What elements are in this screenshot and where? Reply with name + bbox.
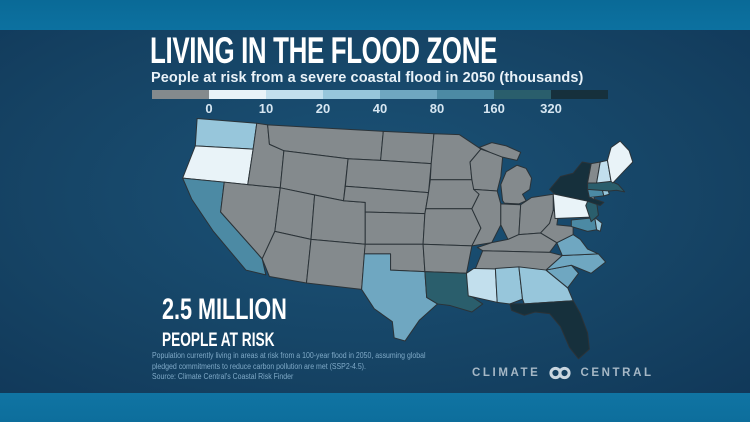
color-scale-legend — [152, 90, 608, 99]
footnote-line: pledged commitments to reduce carbon pol… — [152, 361, 366, 371]
stat-label: PEOPLE AT RISK — [162, 330, 275, 351]
legend-swatch-80–160 — [437, 90, 494, 99]
state-AL — [495, 267, 522, 304]
total-at-risk-callout: 2.5 MILLION PEOPLE AT RISK — [162, 293, 335, 351]
state-AZ — [262, 231, 311, 283]
page-subtitle: People at risk from a severe coastal flo… — [151, 70, 584, 86]
page-title: LIVING IN THE FLOOD ZONE — [150, 30, 498, 71]
state-WV — [541, 210, 574, 242]
state-AR — [423, 244, 472, 273]
top-banner-strip — [0, 0, 750, 30]
logo-text-central: CENTRAL — [580, 367, 654, 379]
legend-swatch-160–320 — [494, 90, 551, 99]
interlocking-rings-icon — [549, 366, 572, 380]
legend-tick-40: 40 — [372, 101, 388, 116]
legend-tick-320: 320 — [540, 101, 562, 116]
state-IL — [472, 189, 501, 245]
legend-swatch-10–20 — [266, 90, 323, 99]
state-IN — [501, 204, 521, 239]
logo-text-climate: CLIMATE — [472, 367, 541, 379]
legend-swatch-0–10 — [209, 90, 266, 99]
state-TX — [362, 254, 438, 341]
state-CO — [311, 195, 365, 244]
state-FL — [510, 301, 590, 359]
state-UT — [275, 188, 315, 240]
state-MO — [423, 209, 481, 246]
legend-swatch-40–80 — [380, 90, 437, 99]
legend-swatch-not shown (inland) — [152, 90, 209, 99]
state-IA — [426, 180, 479, 209]
legend-swatch-320+ — [551, 90, 608, 99]
bottom-banner-strip — [0, 393, 750, 422]
state-MI — [479, 143, 521, 161]
footnote-line: Population currently living in areas at … — [152, 351, 426, 360]
legend-tick-10: 10 — [258, 101, 274, 116]
state-KS — [365, 212, 425, 244]
stat-value: 2.5 MILLION — [162, 293, 287, 326]
legend-tick-0: 0 — [205, 101, 213, 116]
state-ND — [381, 131, 434, 163]
legend-tick-160: 160 — [483, 101, 505, 116]
state-NM — [306, 239, 365, 289]
us-choropleth-map — [170, 112, 640, 362]
legend-tick-20: 20 — [315, 101, 331, 116]
footnote-line: Source: Climate Central's Coastal Risk F… — [152, 372, 294, 381]
state-DE — [595, 218, 602, 232]
source-footnote: Population currently living in areas at … — [152, 351, 426, 383]
state-MI — [501, 165, 532, 204]
state-ME — [607, 141, 632, 183]
climate-central-logo: CLIMATE CENTRAL — [472, 366, 654, 380]
legend-swatch-20–40 — [323, 90, 380, 99]
legend-tick-80: 80 — [429, 101, 445, 116]
state-WA — [195, 118, 256, 149]
